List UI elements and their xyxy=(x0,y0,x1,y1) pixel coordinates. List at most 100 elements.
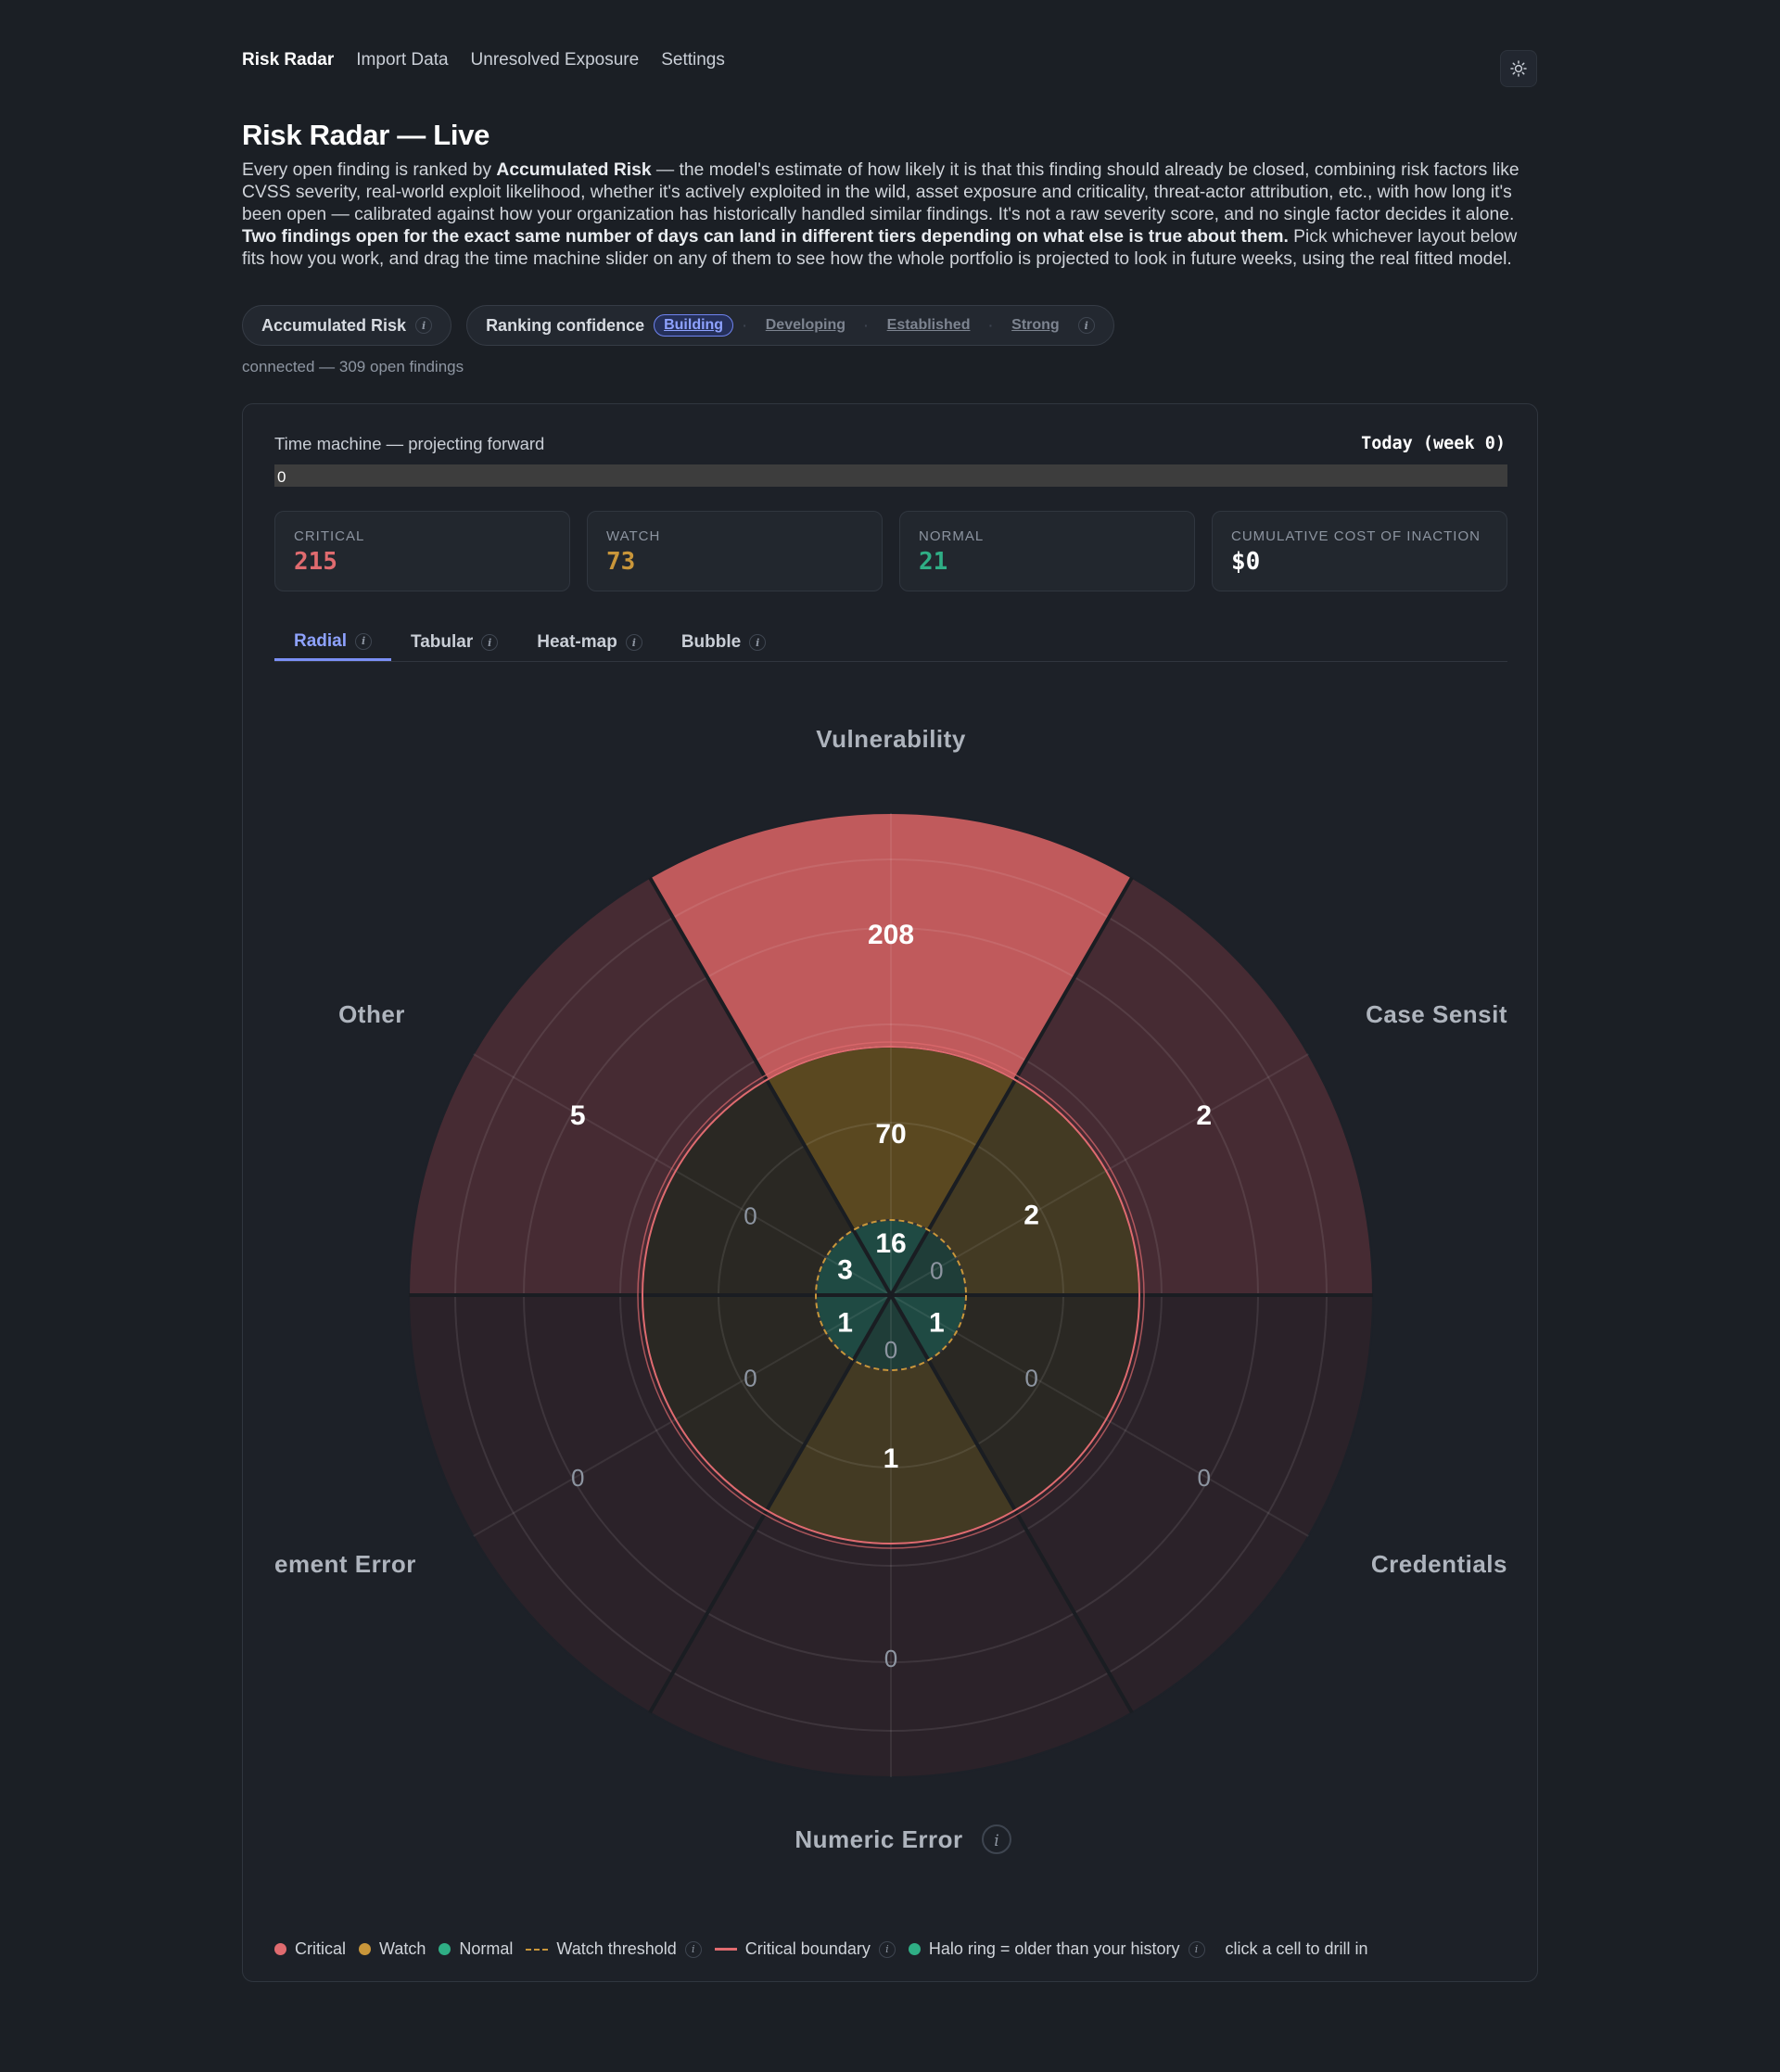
value-label-normal: 1 xyxy=(837,1308,853,1339)
tab-bubble[interactable]: Bubble i xyxy=(662,624,785,661)
value-label-watch: 0 xyxy=(744,1202,756,1230)
info-icon[interactable]: i xyxy=(625,634,642,651)
stat-watch: WATCH 73 xyxy=(587,511,883,591)
time-machine-label: Time machine — projecting forward xyxy=(274,434,545,453)
watch-threshold-ring xyxy=(815,1219,967,1371)
value-label-normal: 3 xyxy=(837,1255,853,1286)
radial-chart: 16 70 208 0 2 2 1 0 0 0 1 0 1 0 0 3 0 5 Vulnerability Case … xyxy=(274,725,1507,1854)
accumulated-risk-label: Accumulated Risk xyxy=(261,315,407,335)
value-label-normal: 0 xyxy=(930,1257,943,1285)
legend-critical: Critical xyxy=(274,1939,346,1959)
value-label-watch: 2 xyxy=(1024,1201,1039,1231)
grid-spoke xyxy=(473,1053,892,1296)
stat-critical: CRITICAL 215 xyxy=(274,511,570,591)
stat-cards: CRITICAL 215 WATCH 73 NORMAL 21 CUMULATI… xyxy=(274,511,1507,591)
info-icon[interactable]: i xyxy=(749,634,767,651)
category-label: ement Error xyxy=(274,1550,416,1578)
stat-value: $0 xyxy=(1231,548,1261,576)
info-icon[interactable]: i xyxy=(1077,317,1095,334)
confidence-strong[interactable]: Strong xyxy=(1011,317,1060,333)
radar-panel: Time machine — projecting forward Today … xyxy=(242,403,1538,1982)
info-icon[interactable] xyxy=(982,1824,1011,1854)
stat-value: 215 xyxy=(294,548,337,576)
value-label-critical: 2 xyxy=(1196,1100,1212,1131)
value-label-critical: 0 xyxy=(884,1645,897,1672)
page-title: Risk Radar — Live xyxy=(242,119,490,151)
connection-status: connected — 309 open findings xyxy=(242,358,464,375)
legend-halo-ring: Halo ring = older than your history i xyxy=(908,1939,1205,1959)
confidence-building[interactable]: Building xyxy=(654,314,734,337)
time-machine-week: Today (week 0) xyxy=(1361,434,1506,453)
category-label: Numeric Error xyxy=(795,1825,962,1853)
info-icon[interactable]: i xyxy=(355,632,373,650)
value-label-normal: 0 xyxy=(884,1336,897,1364)
value-label-critical: 0 xyxy=(1198,1464,1211,1492)
separator: · xyxy=(863,318,869,333)
sector-divider xyxy=(648,1294,893,1714)
layout-tabs: Radial i Tabular i Heat-map i Bubble i xyxy=(274,624,1507,662)
stat-value: 21 xyxy=(919,548,948,576)
confidence-established[interactable]: Established xyxy=(886,317,971,333)
value-label-watch: 0 xyxy=(1024,1365,1037,1392)
value-label-critical: 5 xyxy=(570,1100,586,1131)
intro-paragraph: Every open finding is ranked by Accumula… xyxy=(242,160,1519,269)
separator: · xyxy=(743,318,747,333)
nav-settings[interactable]: Settings xyxy=(661,50,725,70)
stat-label: CRITICAL xyxy=(294,528,365,544)
value-label-normal: 16 xyxy=(875,1228,906,1259)
value-label-normal: 1 xyxy=(929,1308,945,1339)
sun-icon xyxy=(1510,60,1527,77)
legend-watch-threshold: Watch threshold i xyxy=(526,1939,702,1959)
legend-normal: Normal xyxy=(439,1939,513,1959)
category-label: Vulnerability xyxy=(816,725,966,753)
grid-spoke xyxy=(890,1294,1309,1537)
slider-value: 0 xyxy=(277,468,286,486)
value-label-watch: 0 xyxy=(744,1365,756,1392)
nav-risk-radar[interactable]: Risk Radar xyxy=(242,50,335,70)
stat-label: WATCH xyxy=(606,528,661,544)
value-label-critical: 208 xyxy=(868,920,914,950)
separator: · xyxy=(988,318,994,333)
info-icon[interactable]: i xyxy=(1188,1940,1205,1958)
value-label-watch: 70 xyxy=(875,1119,906,1150)
stat-value: 73 xyxy=(606,548,636,576)
category-label: Other xyxy=(338,1000,405,1028)
critical-boundary-ring xyxy=(642,1046,1140,1544)
value-label-critical: 0 xyxy=(571,1464,584,1492)
tab-heat-map[interactable]: Heat-map i xyxy=(517,624,662,661)
ranking-confidence-label: Ranking confidence xyxy=(486,315,645,335)
category-label: Case Sensit xyxy=(1366,1000,1507,1028)
theme-toggle-button[interactable] xyxy=(1500,50,1537,87)
stat-normal: NORMAL 21 xyxy=(899,511,1195,591)
sector-divider xyxy=(889,1294,1134,1714)
ranking-confidence-chip: Ranking confidence Building · Developing… xyxy=(466,305,1114,346)
stat-label: NORMAL xyxy=(919,528,985,544)
legend-watch: Watch xyxy=(359,1939,426,1959)
sector-divider xyxy=(648,876,893,1297)
tab-radial[interactable]: Radial i xyxy=(274,624,392,661)
stat-cost-of-inaction: CUMULATIVE COST OF INACTION $0 xyxy=(1212,511,1507,591)
confidence-developing[interactable]: Developing xyxy=(765,317,846,333)
top-nav: Risk Radar Import Data Unresolved Exposu… xyxy=(242,50,725,78)
nav-unresolved-exposure[interactable]: Unresolved Exposure xyxy=(470,50,640,70)
drill-hint: click a cell to drill in xyxy=(1225,1939,1368,1958)
chart-legend: Critical Watch Normal Watch threshold i C… xyxy=(274,1939,1368,1959)
time-machine-slider[interactable]: 0 xyxy=(274,464,1507,487)
sector-divider xyxy=(889,876,1134,1297)
chip-row: Accumulated Risk i Ranking confidence Bu… xyxy=(242,305,1114,346)
grid-spoke xyxy=(473,1294,892,1537)
info-icon[interactable]: i xyxy=(878,1940,896,1958)
stat-label: CUMULATIVE COST OF INACTION xyxy=(1231,528,1481,544)
value-label-watch: 1 xyxy=(884,1443,899,1474)
category-label: Credentials xyxy=(1371,1550,1507,1578)
info-icon[interactable]: i xyxy=(415,317,433,334)
legend-critical-boundary: Critical boundary i xyxy=(714,1939,896,1959)
grid-spoke xyxy=(890,1053,1309,1296)
nav-import-data[interactable]: Import Data xyxy=(356,50,449,70)
info-icon[interactable]: i xyxy=(481,634,499,651)
tab-tabular[interactable]: Tabular i xyxy=(391,624,517,661)
info-icon[interactable]: i xyxy=(684,1940,702,1958)
accumulated-risk-chip[interactable]: Accumulated Risk i xyxy=(242,305,452,346)
info-icon: i xyxy=(994,1832,998,1850)
critical-boundary-ring xyxy=(637,1041,1145,1549)
